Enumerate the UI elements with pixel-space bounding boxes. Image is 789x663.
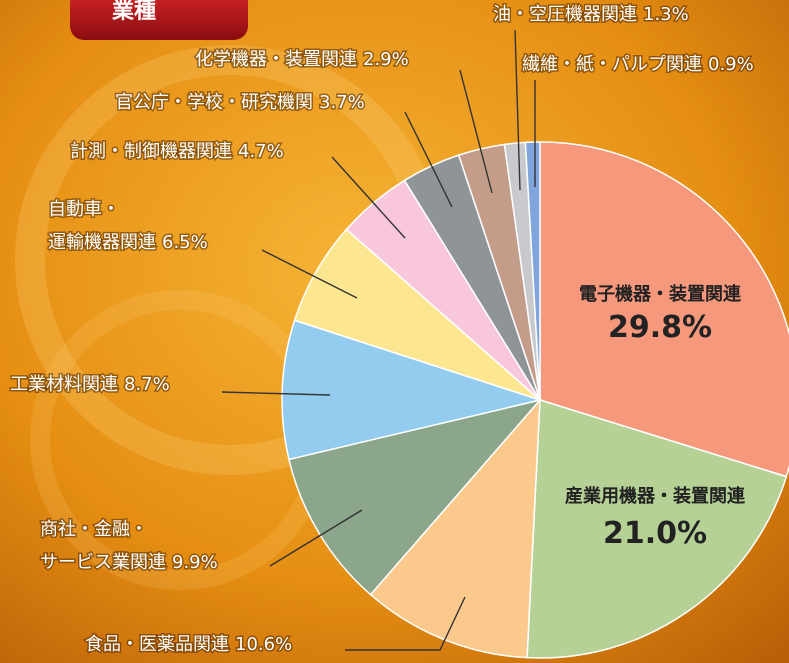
- slice-label: 電子機器・装置関連: [579, 283, 742, 305]
- slice-value: 9.9%: [172, 552, 218, 573]
- slice-value: 1.3%: [643, 4, 689, 25]
- slice-value: 8.7%: [124, 374, 170, 395]
- category-name: サービス業関連: [40, 552, 166, 573]
- slice-value: 3.7%: [319, 92, 365, 113]
- title-tab: [70, 0, 248, 40]
- slice-label: 工業材料関連 8.7%: [10, 374, 170, 395]
- category-name: 自動車・: [48, 199, 120, 220]
- chart-title: 業種: [112, 0, 156, 24]
- chart: 業種 電子機器・装置関連 29.8% 産業用機器・装置関連 21.0% 食品・医薬品関連…: [0, 0, 789, 663]
- slice-label: 油・空圧機器関連 1.3%: [493, 4, 689, 25]
- category-name: 官公庁・学校・研究機関: [115, 92, 313, 113]
- slice-label: 商社・金融・: [40, 519, 148, 540]
- slice-label: 自動車・: [48, 199, 120, 220]
- category-name: 油・空圧機器関連: [493, 4, 637, 25]
- slice-value: 0.9%: [708, 54, 754, 75]
- slice-value: 21.0%: [603, 516, 707, 551]
- slice-label: 化学機器・装置関連 2.9%: [195, 49, 409, 70]
- slice-value: 29.8%: [608, 310, 712, 345]
- slice-value: 6.5%: [162, 232, 208, 253]
- category-name: 運輸機器関連: [48, 232, 156, 253]
- category-name: 計測・制御機器関連: [70, 141, 232, 162]
- slice-label: 官公庁・学校・研究機関 3.7%: [115, 92, 365, 113]
- slice-label: 繊維・紙・パルプ関連 0.9%: [522, 54, 754, 75]
- slice-label: 計測・制御機器関連 4.7%: [70, 141, 284, 162]
- slice-value: 10.6%: [235, 634, 292, 655]
- category-name: 工業材料関連: [10, 374, 118, 395]
- slice-value: 4.7%: [238, 141, 284, 162]
- page: 業種 電子機器・装置関連 29.8% 産業用機器・装置関連 21.0% 食品・医薬品関連…: [0, 0, 789, 663]
- slice-label: 運輸機器関連 6.5%: [48, 232, 208, 253]
- category-name: 商社・金融・: [40, 519, 148, 540]
- category-name: 繊維・紙・パルプ関連: [522, 54, 702, 75]
- category-name: 化学機器・装置関連: [195, 49, 357, 70]
- slice-label: 食品・医薬品関連 10.6%: [85, 634, 292, 655]
- slice-value: 2.9%: [363, 49, 409, 70]
- slice-label: 産業用機器・装置関連: [565, 485, 746, 507]
- category-name: 食品・医薬品関連: [85, 634, 229, 655]
- slice-label: サービス業関連 9.9%: [40, 552, 218, 573]
